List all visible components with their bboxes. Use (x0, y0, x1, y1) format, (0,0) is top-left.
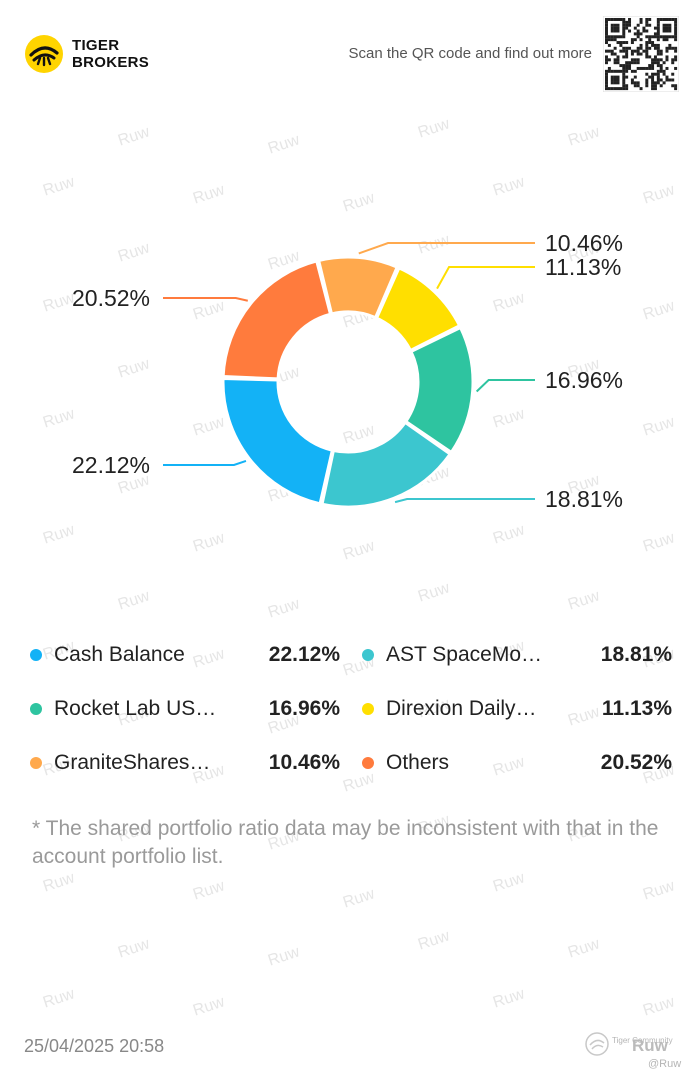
user-handle: @Ruw (648, 1058, 682, 1070)
legend-item: Rocket Lab US… 16.96% (30, 694, 350, 724)
legend-color-dot (30, 757, 42, 769)
username: Ruw (632, 1036, 668, 1055)
legend-value: 18.81% (600, 643, 672, 666)
slice-percent-label: 20.52% (72, 285, 150, 311)
legend-label: AST SpaceMo… (386, 643, 543, 666)
watermark-text: Ruw (566, 935, 602, 962)
slice-percent-label: 16.96% (545, 367, 623, 393)
watermark-text: Ruw (641, 877, 677, 904)
legend-item: Cash Balance 22.12% (30, 640, 350, 670)
brand-line-1: TIGER (72, 37, 120, 54)
watermark-text: Ruw (491, 869, 527, 896)
community-label: Tiger Community (612, 1036, 673, 1045)
leader-line (394, 498, 535, 504)
legend-value: 20.52% (600, 751, 672, 774)
slice-percent-label: 18.81% (545, 486, 623, 512)
legend-value: 22.12% (268, 643, 340, 666)
legend-item: Direxion Daily… 11.13% (362, 694, 682, 724)
legend-value: 16.96% (268, 697, 340, 720)
tiger-community-icon (585, 1032, 609, 1056)
legend-value: 10.46% (268, 751, 340, 774)
legend-color-dot (362, 757, 374, 769)
legend-label: GraniteShares… (54, 751, 211, 774)
legend-color-dot (362, 703, 374, 715)
leader-line (163, 297, 249, 302)
watermark-text: Ruw (491, 985, 527, 1012)
scan-qr-text: Scan the QR code and find out more (348, 45, 592, 62)
legend-color-dot (30, 703, 42, 715)
slice-percent-label: 22.12% (72, 452, 150, 478)
legend-item: GraniteShares… 10.46% (30, 748, 350, 778)
watermark-text: Ruw (41, 985, 77, 1012)
leader-line (358, 242, 535, 255)
legend-label: Rocket Lab US… (54, 697, 217, 720)
brand-name: TIGER BROKERS (72, 37, 149, 71)
header: TIGER BROKERS Scan the QR code and find … (0, 0, 696, 100)
tiger-logo-icon (25, 35, 63, 73)
timestamp: 25/04/2025 20:58 (24, 1036, 165, 1056)
donut-slice (320, 420, 453, 509)
watermark-text: Ruw (416, 927, 452, 954)
qr-code-icon[interactable] (603, 16, 679, 92)
legend-item: Others 20.52% (362, 748, 682, 778)
disclaimer-text: * The shared portfolio ratio data may be… (32, 817, 659, 868)
slice-percent-label: 10.46% (545, 230, 623, 256)
legend-label: Direxion Daily… (386, 697, 537, 720)
community-watermark: Tiger Community Ruw @Ruw (584, 1028, 684, 1070)
watermark-text: Ruw (191, 993, 227, 1020)
watermark-text: Ruw (41, 869, 77, 896)
donut-slice (316, 255, 400, 320)
leader-line (475, 379, 535, 393)
watermark-text: Ruw (641, 993, 677, 1020)
donut-slice (374, 265, 462, 353)
watermark-text: Ruw (266, 943, 302, 970)
legend-label: Others (386, 751, 450, 774)
legend-color-dot (362, 649, 374, 661)
leader-line (163, 459, 247, 466)
leader-line (436, 266, 535, 290)
portfolio-donut-chart: 10.46%11.13% 16.96% 18.81% 22.12% 20.52% (72, 230, 623, 512)
donut-slice (403, 325, 475, 455)
slice-percent-label: 11.13% (545, 254, 621, 280)
watermark-text: Ruw (341, 885, 377, 912)
watermark-text: Ruw (116, 935, 152, 962)
legend-color-dot (30, 649, 42, 661)
watermark-text: Ruw (191, 877, 227, 904)
legend-label: Cash Balance (54, 643, 185, 666)
legend-value: 11.13% (601, 697, 672, 720)
brand-line-2: BROKERS (72, 54, 150, 71)
donut-slice (221, 259, 333, 381)
donut-slice (221, 376, 335, 506)
legend-item: AST SpaceMo… 18.81% (362, 640, 682, 670)
